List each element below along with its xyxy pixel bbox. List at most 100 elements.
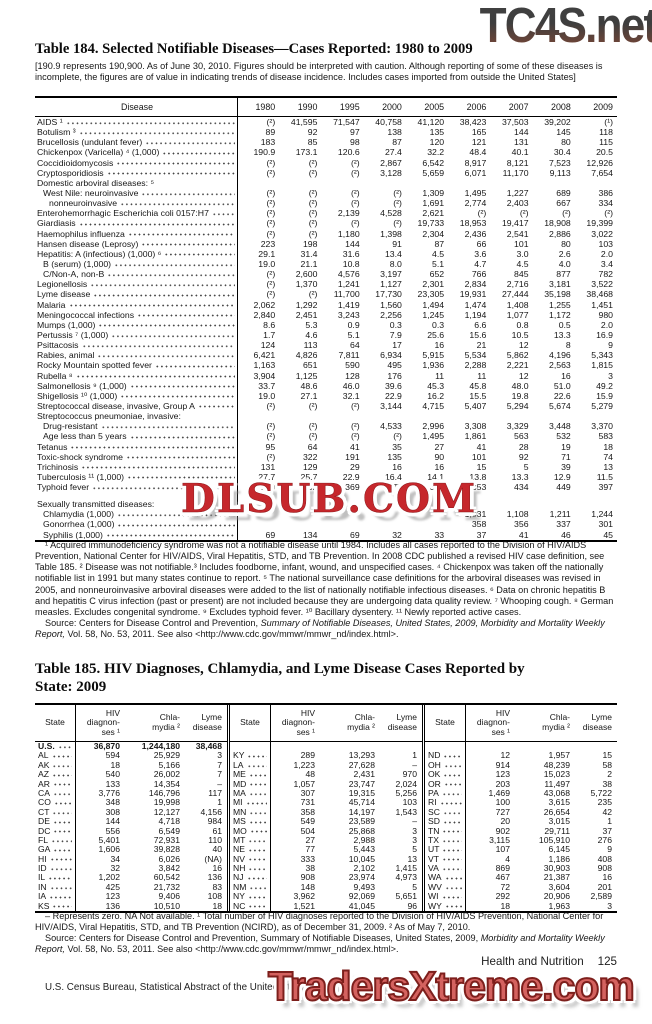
dot-leader <box>51 753 72 759</box>
lyme-disease-value: 103 <box>402 798 417 808</box>
state-row: NM 148 9,493 5 <box>230 883 422 892</box>
year-values: (²) (²) (²) 3,128 5,659 6,071 11,170 9,113 7,654 <box>237 168 617 178</box>
disease-name: Typhoid fever <box>37 482 90 493</box>
table184-source: Source: Centers for Disease Control and … <box>35 618 615 640</box>
value-cell: 19,399 <box>586 218 613 229</box>
value-cell: 337 <box>556 519 571 530</box>
state-label: WY <box>425 902 465 911</box>
state-row: GA 1,606 39,828 40 <box>35 845 227 854</box>
hiv-diagnoses-value: 48 <box>305 770 315 780</box>
dot-leader <box>120 201 235 207</box>
state-label: CT <box>35 808 75 817</box>
dot-leader <box>48 875 72 881</box>
lyme-disease-value: 5,651 <box>395 892 417 902</box>
disease-label: Streptococcus pneumoniae, invasive: <box>35 411 237 421</box>
value-cell: (²) <box>393 198 402 209</box>
hiv-diagnoses-value: 1,057 <box>293 779 315 789</box>
dot-leader <box>53 828 72 834</box>
value-cell: (²) <box>519 208 529 219</box>
value-cell: (²) <box>308 421 318 432</box>
lyme-disease-column-header: Lyme disease <box>582 712 612 732</box>
disease-label: AIDS ¹ <box>35 117 237 127</box>
state-label: NE <box>230 845 270 854</box>
value-cell: 9,113 <box>549 167 571 178</box>
lyme-disease-value <box>575 742 617 751</box>
hiv-diagnoses-value: 307 <box>300 788 315 798</box>
lyme-disease-value: 1,543 <box>395 807 417 817</box>
value-cell: (²) <box>308 228 318 239</box>
table184-notes: ¹ Acquired immunodeficiency syndrome was… <box>35 540 615 640</box>
state-row: PA 1,469 43,068 5,722 <box>425 789 617 798</box>
state-label: NJ <box>230 873 270 882</box>
hiv-diagnoses-value: 148 <box>300 882 315 892</box>
value-cell: 2,774 <box>464 198 487 209</box>
table184-row: Trichinosis 131 129 29 16 16 15 5 39 13 <box>35 462 617 472</box>
table184-column-rule <box>237 98 238 540</box>
dot-leader <box>441 894 462 900</box>
value-cell: 5.1 <box>347 329 360 340</box>
hiv-diagnoses-value: 144 <box>105 817 120 827</box>
chlamydia-value: 4,718 <box>158 817 180 827</box>
value-cell <box>490 411 532 421</box>
value-cell: 20.5 <box>596 147 613 158</box>
value-cell: 85 <box>307 137 318 148</box>
year-values: (²) 1,370 1,241 1,127 2,301 2,834 2,716 3,181 3,… <box>237 279 617 289</box>
value-cell <box>490 499 532 509</box>
value-cell <box>406 411 448 421</box>
disease-name: Hansen disease (Leprosy) <box>37 238 139 249</box>
value-cell: 51.0 <box>553 380 571 391</box>
value-cell: 120.6 <box>337 147 360 158</box>
hiv-diagnoses-value: 1,469 <box>488 788 510 798</box>
value-cell: 48.6 <box>300 380 318 391</box>
table184-body: AIDS ¹ (²) 41,595 71,547 40,758 41,120 38,423 3… <box>35 117 617 540</box>
value-cell: 80 <box>561 137 571 148</box>
dot-leader <box>247 753 267 759</box>
lyme-disease-value: 2 <box>607 770 612 780</box>
value-cell: (²) <box>308 198 318 209</box>
value-cell: 3,144 <box>380 400 402 411</box>
dot-leader <box>57 744 72 750</box>
value-cell: 41 <box>349 441 360 452</box>
chlamydia-value: 12,127 <box>153 807 180 817</box>
value-cell: 2,403 <box>506 198 529 209</box>
table184-row: AIDS ¹ (²) 41,595 71,547 40,758 41,120 38,423 3… <box>35 117 617 127</box>
value-cell: 5,674 <box>549 400 571 411</box>
dot-leader <box>100 424 235 430</box>
chlamydia-value: 1,957 <box>548 751 570 761</box>
value-cell: 64 <box>349 340 360 351</box>
value-cell: 2,221 <box>506 360 529 371</box>
value-cell: 13.4 <box>384 248 402 259</box>
table185-notes: – Represents zero. NA Not available. ¹ T… <box>35 911 615 956</box>
value-cell: 3.6 <box>474 248 487 259</box>
state-name: MA <box>233 788 246 798</box>
value-cell: 87 <box>392 137 402 148</box>
value-cell: 3.4 <box>600 258 613 269</box>
value-cell: 369 <box>345 482 360 493</box>
dot-leader <box>97 353 235 359</box>
lyme-disease-value: 9 <box>607 845 612 855</box>
value-cell: 19.8 <box>511 390 529 401</box>
state-row: OR 203 11,497 38 <box>425 780 617 789</box>
value-cell: 98 <box>349 137 360 148</box>
value-cell: 39,202 <box>544 117 571 127</box>
state-row: DC 556 6,549 61 <box>35 827 227 836</box>
page-number: 125 <box>597 955 617 968</box>
value-cell: 16 <box>434 461 445 472</box>
value-cell: 590 <box>345 360 360 371</box>
dot-leader <box>444 885 462 891</box>
value-cell: (²) <box>562 208 571 219</box>
state-panel: State HIV diagnon- ses ¹ Chla- mydia ² Lyme… <box>422 705 617 912</box>
value-cell: 9 <box>608 340 613 351</box>
state-row: NJ 908 23,974 4,973 <box>230 873 422 882</box>
chlamydia-value: 21,732 <box>153 882 180 892</box>
disease-label: Syphilis (1,000) <box>35 530 237 540</box>
state-label: IL <box>35 873 75 882</box>
chlamydia-value: 21,387 <box>543 873 570 883</box>
disease-name: Gonorrhea (1,000) <box>43 519 115 530</box>
state-row: IN 425 21,732 83 <box>35 883 227 892</box>
value-cell: 5,659 <box>422 167 445 178</box>
year-values: (²) (²) 2,139 4,528 2,621 (²) (²) (²) (²) <box>237 208 617 218</box>
table184-row: Syphilis (1,000) 69 134 69 32 33 37 41 46 45 <box>35 530 617 540</box>
value-cell: (²) <box>350 400 360 411</box>
disease-name: Shigellosis ¹⁰ (1,000) <box>37 390 118 401</box>
